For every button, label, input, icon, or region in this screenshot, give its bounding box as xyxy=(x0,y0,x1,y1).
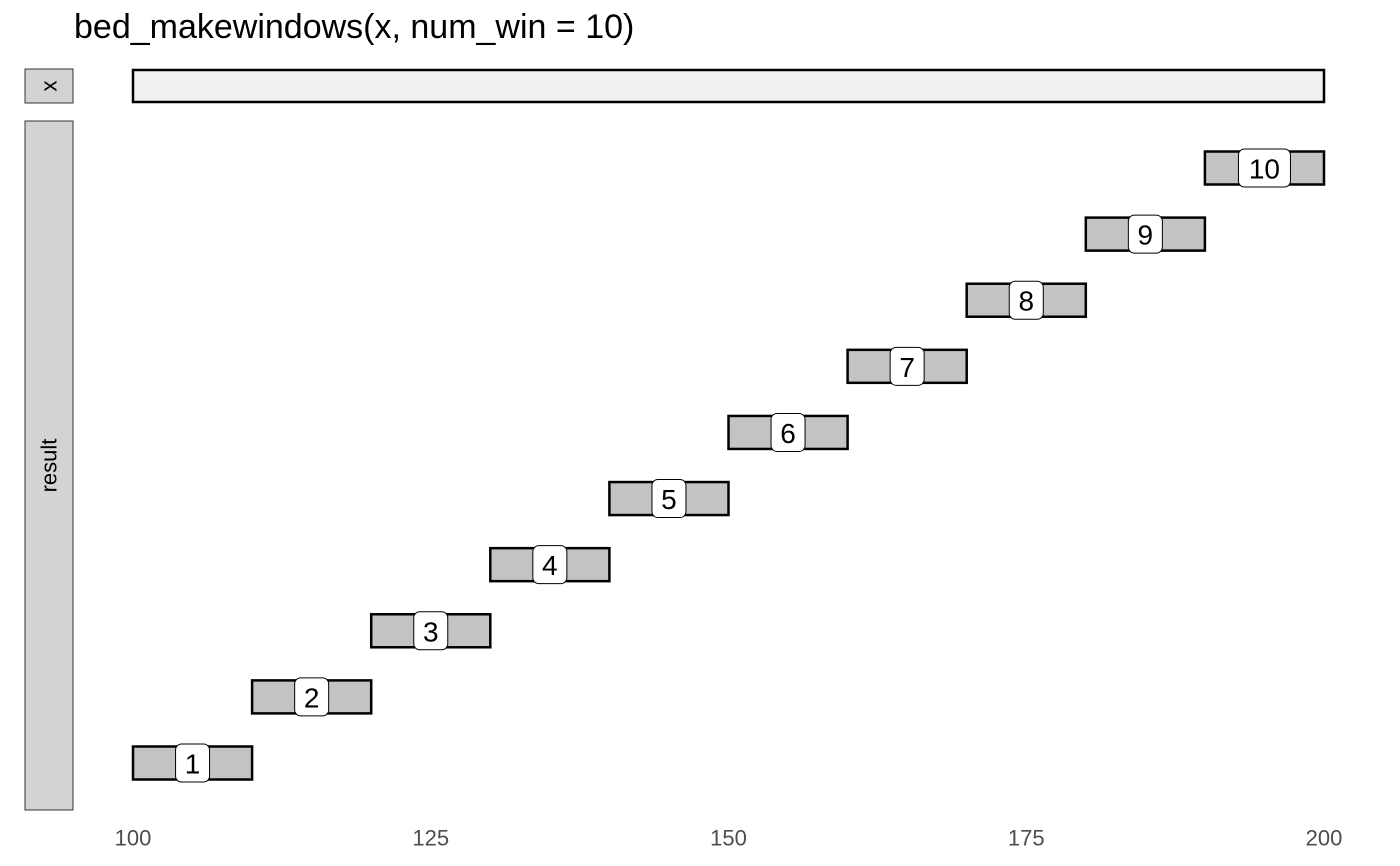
interval-label-5: 5 xyxy=(661,484,677,515)
interval-label-4: 4 xyxy=(542,550,558,581)
interval-label-box-10 xyxy=(1237,148,1291,188)
x-tick-label-125: 125 xyxy=(412,826,449,851)
interval-label-7: 7 xyxy=(899,352,915,383)
interval-label-box-7 xyxy=(889,346,925,386)
chart-title: bed_makewindows(x, num_win = 10) xyxy=(74,8,635,46)
facet-strip-result xyxy=(24,120,74,811)
x-tick-label-150: 150 xyxy=(710,826,747,851)
interval-label-box-4 xyxy=(532,545,568,585)
facet-strip-label-x: x xyxy=(37,81,62,92)
interval-label-3: 3 xyxy=(423,616,439,647)
facet-strip-label-result: result xyxy=(37,439,62,493)
interval-label-box-5 xyxy=(651,479,687,519)
interval-bar-x-1 xyxy=(131,68,1326,104)
interval-label-8: 8 xyxy=(1018,286,1034,317)
interval-label-box-2 xyxy=(294,677,330,717)
interval-label-box-8 xyxy=(1008,280,1044,320)
interval-label-6: 6 xyxy=(780,418,796,449)
interval-label-box-9 xyxy=(1127,214,1163,254)
interval-label-box-3 xyxy=(413,611,449,651)
interval-label-10: 10 xyxy=(1249,154,1280,185)
x-tick-label-200: 200 xyxy=(1306,826,1343,851)
facet-strip-x xyxy=(24,68,74,104)
x-tick-label-100: 100 xyxy=(115,826,152,851)
interval-label-2: 2 xyxy=(304,682,320,713)
x-tick-label-175: 175 xyxy=(1008,826,1045,851)
interval-label-box-6 xyxy=(770,412,806,452)
interval-label-9: 9 xyxy=(1138,220,1154,251)
interval-label-1: 1 xyxy=(185,749,201,780)
interval-label-box-1 xyxy=(175,743,211,783)
